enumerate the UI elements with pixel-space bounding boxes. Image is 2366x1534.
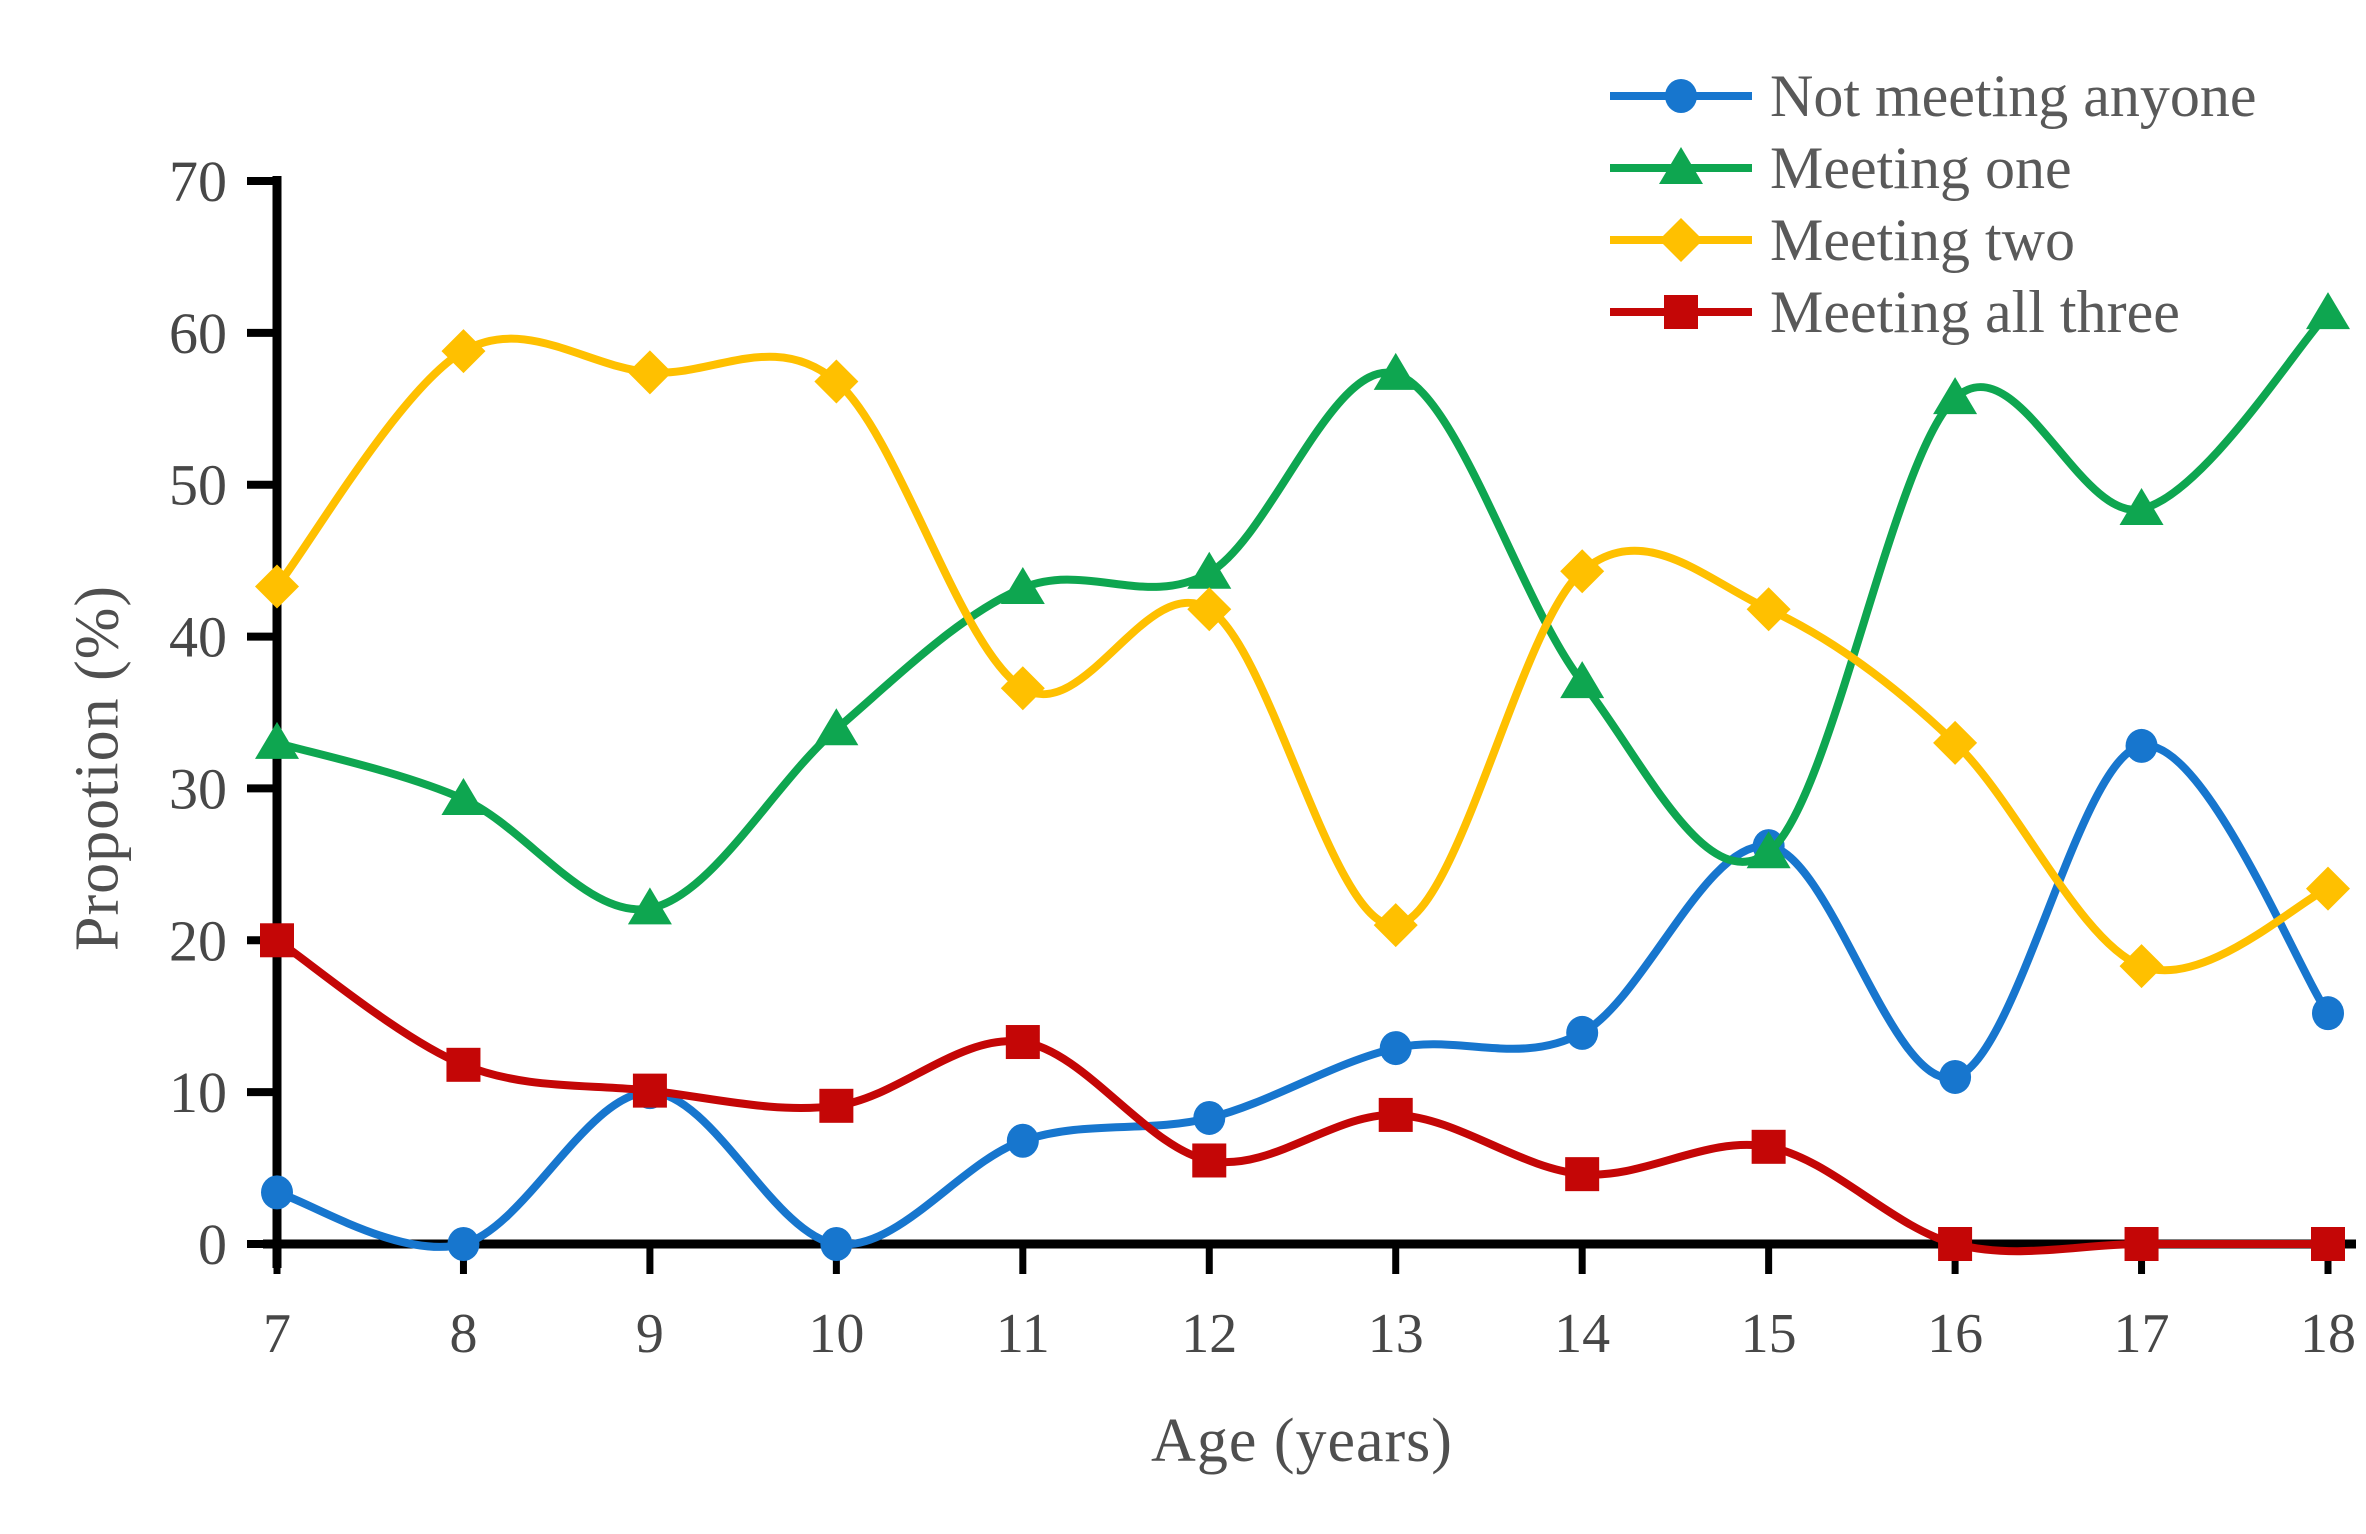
circle-marker-not-meeting-anyone (1939, 1059, 1972, 1094)
triangle-marker-meeting-one (255, 721, 299, 759)
diamond-marker-meeting-two (1560, 549, 1605, 594)
x-axis-title: Age (years) (1151, 1407, 1453, 1475)
square-marker-meeting-all-three (1751, 1129, 1786, 1164)
circle-marker-not-meeting-anyone (820, 1227, 853, 1261)
circle-marker-not-meeting-anyone (1566, 1015, 1599, 1050)
series-not-meeting-anyone (261, 728, 2344, 1261)
legend-item-label: Meeting all three (1770, 279, 2180, 345)
y-tick-label: 70 (169, 149, 227, 214)
triangle-marker-meeting-one (814, 708, 859, 746)
x-tick-label: 13 (1368, 1303, 1424, 1365)
diamond-marker-meeting-two (1187, 587, 1232, 632)
legend-item-label: Not meeting anyone (1770, 63, 2257, 129)
diamond-marker-meeting-two (1000, 666, 1045, 711)
y-tick-label: 60 (169, 301, 227, 366)
triangle-marker-meeting-one (1187, 551, 1232, 589)
square-marker-meeting-all-three (2311, 1227, 2345, 1261)
x-tick-label: 16 (1927, 1303, 1983, 1365)
y-tick-label: 10 (169, 1060, 227, 1125)
circle-marker-not-meeting-anyone (2312, 996, 2344, 1031)
legend-sample-marker (1610, 79, 1752, 113)
legend-sample-marker (1610, 295, 1752, 329)
x-tick-label: 12 (1181, 1303, 1237, 1365)
square-marker-meeting-all-three (1378, 1097, 1413, 1132)
triangle-marker-meeting-one (441, 778, 486, 816)
legend-sample-triangle (1659, 147, 1703, 184)
square-marker-meeting-all-three (1938, 1227, 1973, 1261)
y-axis-title: Propotion (%) (63, 584, 132, 952)
x-tick-label: 8 (449, 1303, 477, 1365)
square-marker-meeting-all-three (1192, 1143, 1227, 1178)
circle-marker-not-meeting-anyone (1193, 1100, 1226, 1135)
series-meeting-one (255, 292, 2350, 925)
legend-item: Meeting one (1606, 132, 2257, 204)
y-tick-label: 30 (169, 756, 227, 821)
chart-plot-area: 0 10 20 30 40 50 60 70 7 8 9 10 11 12 13 14 15 16 17 18 (169, 149, 2356, 1365)
x-tick-label: 15 (1741, 1303, 1797, 1365)
legend-sample-diamond (1659, 218, 1703, 262)
legend-item: Not meeting anyone (1606, 60, 2257, 132)
triangle-marker-meeting-one (2119, 488, 2164, 526)
circle-marker-not-meeting-anyone (2125, 728, 2158, 763)
triangle-marker-meeting-one (627, 887, 672, 925)
diamond-marker-meeting-two (627, 350, 672, 395)
y-tick-label: 40 (169, 605, 227, 670)
legend-sample-square (1664, 295, 1698, 329)
y-tick-label: 0 (198, 1212, 227, 1277)
legend-sample-marker (1610, 147, 1752, 184)
triangle-marker-meeting-one (1560, 661, 1605, 699)
legend-sample-marker (1610, 218, 1752, 262)
legend-item: Meeting two (1606, 204, 2257, 276)
square-marker-meeting-all-three (632, 1073, 667, 1108)
diamond-marker-meeting-two (814, 359, 859, 404)
x-tick-label: 10 (808, 1303, 864, 1365)
square-marker-meeting-all-three (819, 1088, 854, 1123)
diamond-marker-meeting-two (1933, 720, 1978, 765)
x-tick-label: 11 (996, 1303, 1050, 1365)
circle-marker-not-meeting-anyone (1006, 1123, 1039, 1158)
diamond-marker-meeting-two (2119, 944, 2164, 989)
circle-marker-not-meeting-anyone (447, 1227, 480, 1261)
diamond-marker-meeting-two (1746, 587, 1791, 632)
diamond-marker-meeting-two (1373, 903, 1418, 948)
x-tick-label: 17 (2114, 1303, 2170, 1365)
square-marker-meeting-all-three (2124, 1227, 2159, 1261)
circle-marker-not-meeting-anyone (1379, 1031, 1412, 1066)
square-marker-meeting-all-three (446, 1047, 481, 1082)
series-line-meeting-two (273, 334, 2332, 975)
proportion-by-age-line-chart: 0 10 20 30 40 50 60 70 7 8 9 10 11 12 13 14 15 16 17 18 Pro… (40, 16, 2366, 1518)
legend-sample-circle (1665, 79, 1697, 113)
y-tick-label: 50 (169, 453, 227, 518)
x-tick-label: 9 (636, 1303, 664, 1365)
x-tick-label: 18 (2300, 1303, 2356, 1365)
chart-legend: Not meeting anyone Meeting one Meeting t… (1606, 60, 2257, 348)
triangle-marker-meeting-one (2306, 292, 2350, 330)
triangle-marker-meeting-one (1746, 831, 1791, 869)
diamond-marker-meeting-two (2306, 866, 2350, 911)
triangle-marker-meeting-one (1933, 377, 1978, 415)
legend-item-label: Meeting two (1770, 207, 2075, 273)
square-marker-meeting-all-three (1565, 1157, 1600, 1192)
series-meeting-all-three (260, 923, 2345, 1261)
diamond-marker-meeting-two (441, 329, 486, 374)
square-marker-meeting-all-three (1005, 1025, 1040, 1060)
legend-item-label: Meeting one (1770, 135, 2072, 201)
square-marker-meeting-all-three (260, 923, 294, 958)
triangle-marker-meeting-one (1000, 566, 1045, 604)
diamond-marker-meeting-two (255, 564, 299, 609)
legend-item: Meeting all three (1606, 276, 2257, 348)
x-tick-label: 14 (1554, 1303, 1610, 1365)
y-tick-label: 20 (169, 908, 227, 973)
triangle-marker-meeting-one (1373, 352, 1418, 390)
x-tick-label: 7 (263, 1303, 291, 1365)
circle-marker-not-meeting-anyone (261, 1175, 293, 1210)
series-meeting-two (255, 329, 2350, 989)
